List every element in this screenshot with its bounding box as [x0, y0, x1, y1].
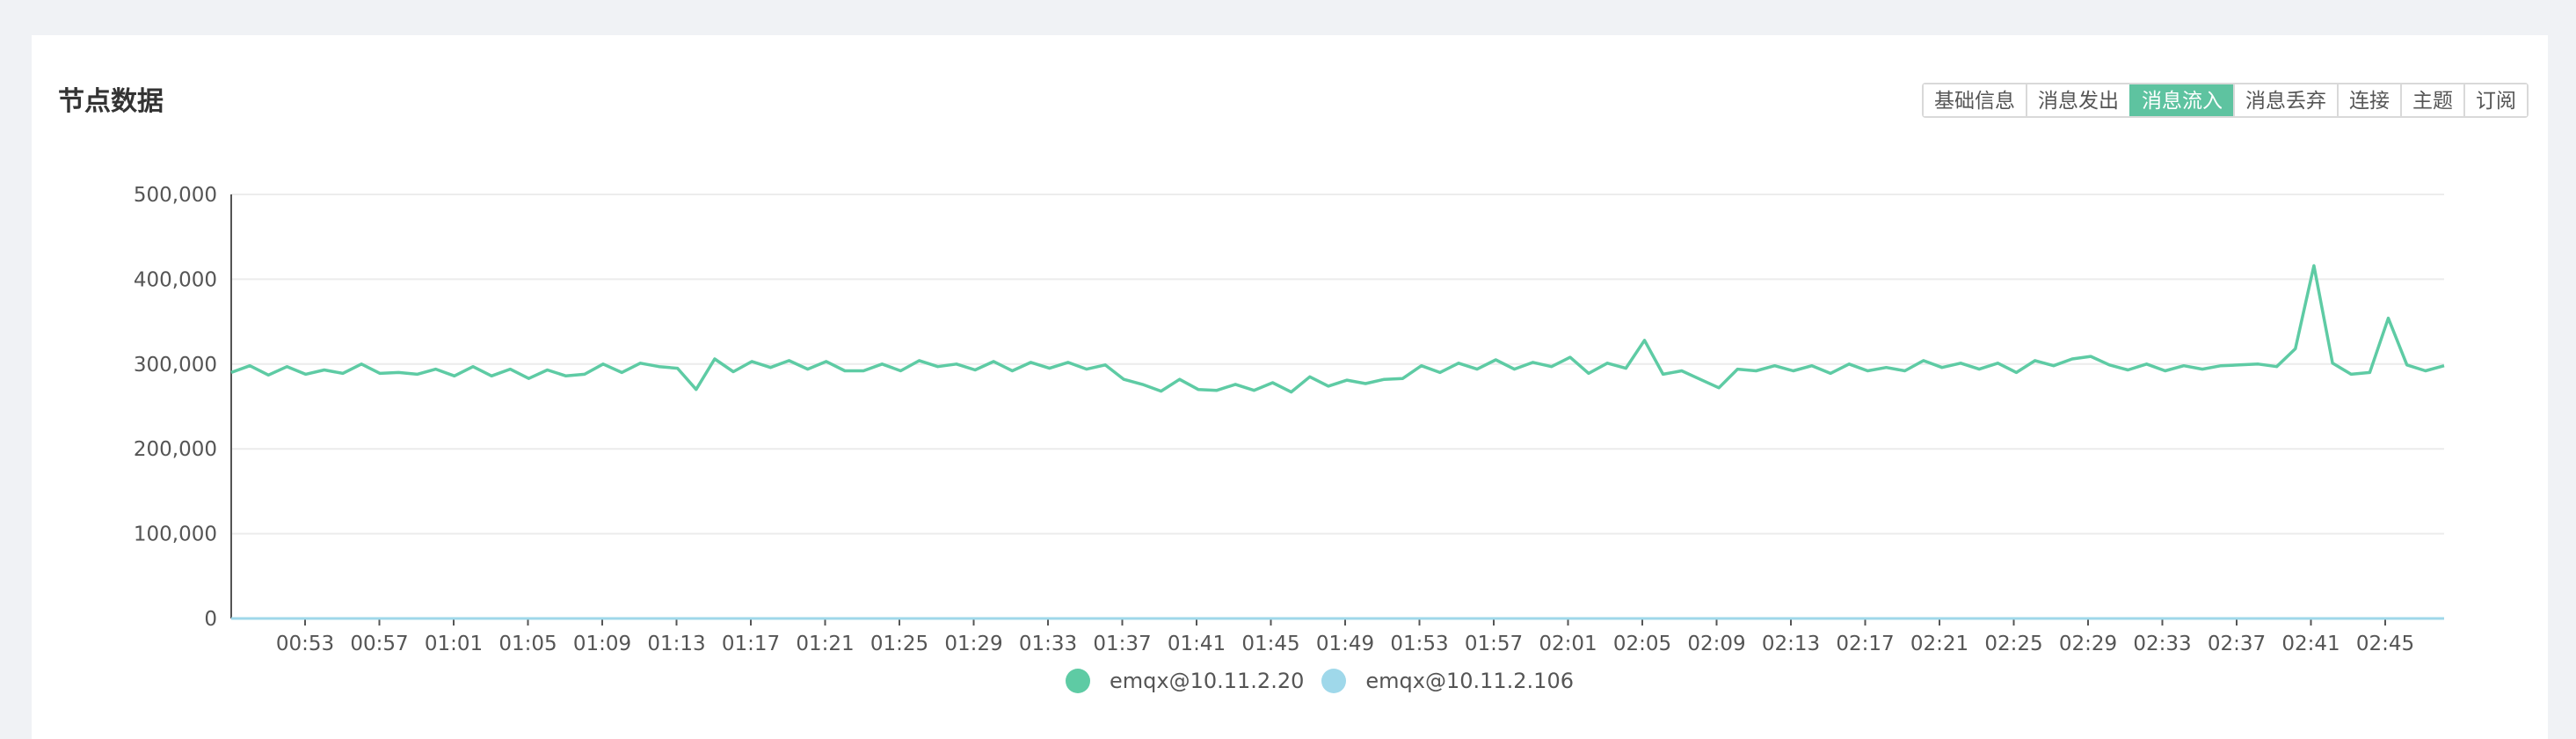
x-tick-label: 01:01: [425, 633, 483, 655]
x-tick-label: 01:41: [1168, 633, 1226, 655]
legend-item-series-2[interactable]: emqx@10.11.2.106: [1321, 669, 1574, 693]
x-tick-label: 01:25: [870, 633, 928, 655]
x-tick-label: 02:25: [1984, 633, 2042, 655]
x-tick-label: 01:05: [498, 633, 557, 655]
card-title: 节点数据: [58, 86, 164, 117]
x-tick-label: 02:05: [1613, 633, 1671, 655]
y-tick-label: 0: [204, 608, 217, 631]
x-tick-label: 01:57: [1465, 633, 1523, 655]
series-line-emqx-10-11-2-20: [230, 264, 2445, 394]
tab-messages-sent[interactable]: 消息发出: [2026, 84, 2129, 116]
y-tick-label: 500,000: [134, 184, 217, 207]
x-tick-label: 02:21: [1910, 633, 1968, 655]
x-tick-label: 02:45: [2356, 633, 2414, 655]
metric-tabs: 基础信息 消息发出 消息流入 消息丢弃 连接 主题 订阅: [1922, 83, 2529, 118]
y-tick-label: 100,000: [134, 523, 217, 546]
y-tick-label: 200,000: [134, 438, 217, 461]
x-tick-label: 01:37: [1093, 633, 1151, 655]
x-tick-label: 01:53: [1390, 633, 1448, 655]
tab-subscriptions[interactable]: 订阅: [2463, 84, 2527, 116]
x-tick-label: 01:45: [1241, 633, 1299, 655]
x-tick-label: 01:49: [1316, 633, 1374, 655]
legend-label-series-2: emqx@10.11.2.106: [1365, 669, 1574, 693]
x-tick-label: 01:29: [944, 633, 1002, 655]
x-tick-label: 00:57: [350, 633, 408, 655]
x-tick-label: 02:01: [1539, 633, 1597, 655]
x-tick-label: 02:37: [2208, 633, 2266, 655]
x-tick-label: 00:53: [276, 633, 334, 655]
x-tick-label: 01:33: [1019, 633, 1077, 655]
x-tick-label: 02:41: [2281, 633, 2340, 655]
x-tick-label: 02:13: [1762, 633, 1820, 655]
tab-basic-info[interactable]: 基础信息: [1924, 84, 2026, 116]
legend-label-series-1: emqx@10.11.2.20: [1110, 669, 1305, 693]
tab-messages-dropped[interactable]: 消息丢弃: [2233, 84, 2337, 116]
y-tick-label: 300,000: [134, 354, 217, 377]
legend-marker-series-1: [1066, 669, 1090, 693]
x-tick-label: 01:09: [573, 633, 631, 655]
x-tick-label: 01:13: [647, 633, 705, 655]
x-tick-label: 01:17: [722, 633, 780, 655]
chart-legend: emqx@10.11.2.20 emqx@10.11.2.106: [1066, 669, 1591, 693]
y-tick-label: 400,000: [134, 268, 217, 291]
tab-messages-received[interactable]: 消息流入: [2129, 84, 2233, 116]
legend-item-series-1[interactable]: emqx@10.11.2.20: [1066, 669, 1304, 693]
legend-marker-series-2: [1321, 669, 1347, 693]
tab-topics[interactable]: 主题: [2400, 84, 2463, 116]
x-tick-label: 02:33: [2133, 633, 2191, 655]
tab-connections[interactable]: 连接: [2337, 84, 2400, 116]
x-tick-label: 01:21: [796, 633, 854, 655]
x-tick-label: 02:17: [1836, 633, 1894, 655]
x-tick-label: 02:29: [2059, 633, 2117, 655]
node-data-card: [32, 35, 2548, 739]
x-tick-label: 02:09: [1687, 633, 1745, 655]
